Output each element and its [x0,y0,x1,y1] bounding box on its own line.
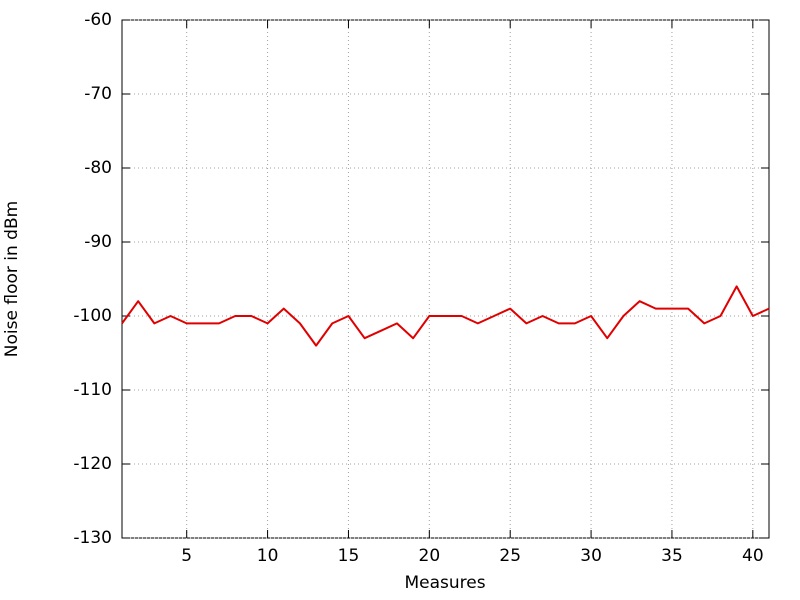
x-tick-label: 15 [338,546,360,566]
x-tick-label: 5 [181,546,192,566]
y-axis-label: Noise floor in dBm [2,201,22,357]
data-line [121,285,770,347]
y-tick-label: -100 [73,306,112,326]
x-tick-label: 20 [419,546,441,566]
x-tick-label: 40 [742,546,764,566]
x-tick-label: 35 [661,546,683,566]
x-tick-label: 25 [499,546,521,566]
x-tick-label: 10 [257,546,279,566]
y-tick-label: -60 [84,10,112,30]
plot-frame [121,19,770,539]
y-tick-label: -110 [73,380,112,400]
x-axis-label: Measures [404,573,485,593]
x-tick-label: 30 [580,546,602,566]
y-tick-label: -70 [84,84,112,104]
y-tick-label: -130 [73,528,112,548]
y-tick-label: -90 [84,232,112,252]
y-tick-label: -80 [84,158,112,178]
y-tick-label: -120 [73,454,112,474]
